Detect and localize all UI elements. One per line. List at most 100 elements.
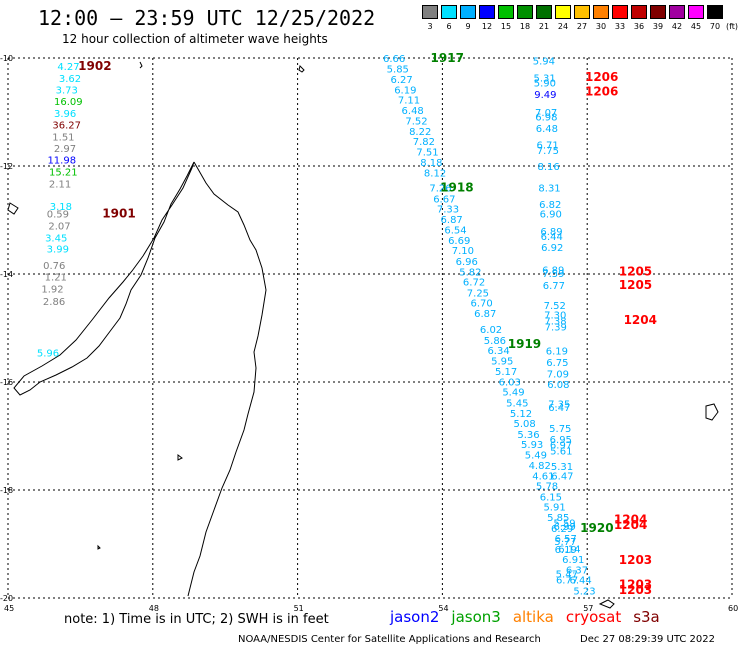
islet-west — [7, 202, 19, 215]
latitude-tick-label: -16 — [0, 378, 13, 387]
wave-height-value: 6.19 — [394, 85, 416, 96]
wave-height-value: 3.18 — [50, 202, 72, 213]
wave-height-value: 5.86 — [484, 336, 506, 347]
color-scale-label: 33 — [614, 22, 626, 31]
wave-height-value: 5.78 — [536, 482, 558, 493]
color-scale-label: 70 — [709, 22, 721, 31]
satellite-legend: jason2 jason3 altika cryosat s3a — [390, 608, 672, 626]
wave-height-value: 5.59 — [553, 518, 575, 529]
wave-height-value: 6.29 — [551, 524, 573, 535]
wave-height-value: 6.69 — [448, 236, 470, 247]
wave-height-value: 6.89 — [542, 266, 564, 277]
color-scale-label: 15 — [500, 22, 512, 31]
wave-height-value: 0.59 — [47, 210, 69, 221]
wave-height-value: 15.21 — [49, 167, 78, 178]
color-swatch — [422, 5, 438, 19]
generation-timestamp: Dec 27 08:29:39 UTC 2022 — [580, 634, 715, 645]
wave-height-value: 6.77 — [556, 576, 578, 587]
wave-height-value: 1.92 — [41, 285, 63, 296]
pass-id-label: 1204 — [614, 513, 647, 527]
wave-height-value: 7.35 — [548, 400, 570, 411]
wave-height-value: 9.49 — [534, 90, 556, 101]
pass-id-label: 1917 — [431, 51, 464, 65]
wave-height-value: 6.77 — [543, 281, 565, 292]
wave-height-value: 5.49 — [502, 388, 524, 399]
color-scale-label: 21 — [538, 22, 550, 31]
wave-height-value: 6.47 — [548, 403, 570, 414]
wave-height-value: 6.92 — [541, 243, 563, 254]
wave-height-value: 6.89 — [540, 227, 562, 238]
wave-height-value: 5.31 — [551, 462, 573, 473]
color-swatch — [574, 5, 590, 19]
satellite-legend-item: s3a — [633, 608, 660, 626]
color-scale-label: 24 — [557, 22, 569, 31]
wave-height-value: 6.99 — [554, 522, 576, 533]
wave-height-value: 5.95 — [491, 356, 513, 367]
satellite-legend-item: jason2 — [390, 608, 440, 626]
wave-height-value: 3.62 — [59, 74, 81, 85]
wave-height-value: 1.51 — [52, 132, 74, 143]
page-title: 12:00 – 23:59 UTC 12/25/2022 — [38, 6, 376, 30]
wave-height-value: 7.11 — [398, 96, 420, 107]
wave-height-value: 5.85 — [387, 64, 409, 75]
wave-height-value: 0.76 — [43, 261, 65, 272]
madagascar-coastline — [13, 161, 267, 597]
wave-height-value: 2.07 — [48, 221, 70, 232]
wave-height-value: 6.71 — [536, 140, 558, 151]
longitude-tick-label: 51 — [294, 604, 304, 613]
wave-height-value: 6.27 — [391, 75, 413, 86]
wave-height-value: 7.51 — [416, 147, 438, 158]
wave-height-value: 6.47 — [551, 471, 573, 482]
color-scale-label: 18 — [519, 22, 531, 31]
wave-height-value: 11.98 — [47, 156, 76, 167]
pass-id-label: 1203 — [619, 583, 652, 597]
wave-height-value: 5.12 — [510, 409, 532, 420]
wave-height-value: 36.27 — [52, 120, 81, 131]
wave-height-value: 5.49 — [525, 450, 547, 461]
pass-id-label: 1203 — [619, 553, 652, 567]
islet-small — [177, 454, 183, 461]
footer-note: note: 1) Time is in UTC; 2) SWH is in fe… — [64, 612, 329, 627]
wave-height-value: 6.48 — [536, 124, 558, 135]
wave-height-value: 7.10 — [452, 246, 474, 257]
wave-height-value: 6.48 — [402, 106, 424, 117]
wave-height-value: 7.38 — [544, 316, 566, 327]
wave-height-value: 7.30 — [544, 311, 566, 322]
pass-id-label: 1918 — [440, 181, 473, 195]
wave-height-value: 6.67 — [433, 194, 455, 205]
wave-height-value: 7.52 — [544, 301, 566, 312]
wave-height-value: 8.12 — [424, 168, 446, 179]
color-swatch — [536, 5, 552, 19]
wave-height-value: 7.75 — [537, 146, 559, 157]
color-swatch — [650, 5, 666, 19]
pass-id-label: 1920 — [580, 521, 613, 535]
wave-height-value: 6.90 — [540, 210, 562, 221]
color-swatch — [498, 5, 514, 19]
latitude-tick-label: -18 — [0, 486, 13, 495]
wave-height-value: 6.87 — [441, 215, 463, 226]
wave-height-value: 6.75 — [546, 358, 568, 369]
wave-height-value: 6.70 — [470, 299, 492, 310]
wave-height-value: 2.86 — [43, 297, 65, 308]
pass-id-label: 1204 — [614, 518, 647, 532]
latitude-tick-label: -20 — [0, 594, 13, 603]
wave-height-value: 6.98 — [535, 112, 557, 123]
pass-id-label: 1205 — [619, 278, 652, 292]
wave-height-value: 6.54 — [444, 226, 466, 237]
wave-height-value: 5.47 — [556, 570, 578, 581]
longitude-tick-label: 60 — [728, 604, 738, 613]
color-scale-label: 6 — [446, 22, 452, 31]
wave-height-value: 3.99 — [47, 245, 69, 256]
wave-height-value: 5.31 — [533, 73, 555, 84]
wave-height-value: 7.39 — [545, 322, 567, 333]
wave-height-value: 6.82 — [539, 200, 561, 211]
credit-line: NOAA/NESDIS Center for Satellite Applica… — [238, 634, 541, 645]
wave-height-value: 7.07 — [535, 108, 557, 119]
wave-height-value: 7.25 — [467, 288, 489, 299]
wave-height-value: 6.37 — [566, 565, 588, 576]
pass-id-label: 1206 — [585, 70, 618, 84]
satellite-legend-item: jason3 — [451, 608, 501, 626]
wave-height-value: 2.97 — [54, 144, 76, 155]
islet-dot — [97, 544, 101, 550]
